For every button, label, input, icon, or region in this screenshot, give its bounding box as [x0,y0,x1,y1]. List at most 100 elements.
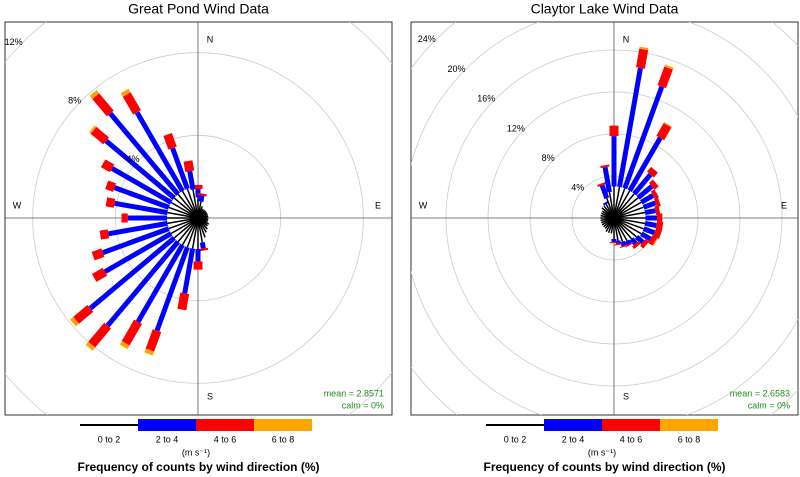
wind-segment [88,236,176,311]
wind-segment [181,190,199,219]
legend-swatch [196,419,254,431]
chart-title: Great Pond Wind Data [128,1,269,17]
wind-segment [177,193,199,219]
wind-segment [664,64,674,70]
wind-segment [144,348,155,356]
legend-label: 4 to 6 [214,434,237,444]
wind-segment [173,197,199,219]
r-tick-label: 8% [542,153,555,163]
legend-label: 2 to 4 [562,434,585,444]
r-tick-label: 4% [127,154,140,164]
wind-segment [632,172,653,196]
legend-title: Frequency of counts by wind direction (%… [483,460,725,474]
wind-segment [648,235,658,246]
r-tick-label: 12% [5,37,23,47]
r-tick-label: 16% [477,94,495,104]
wind-segment [101,226,170,255]
wind-segment [632,240,642,250]
wind-segment [182,248,196,294]
wind-segment [634,234,645,245]
plot-frame [410,21,799,416]
plot-area [5,22,392,415]
wind-segment [168,206,199,219]
legend-label: 6 to 8 [678,434,701,444]
wind-segment [167,217,199,225]
wind-segment [624,239,632,246]
legend-unit: (m s⁻¹) [182,447,210,457]
wind-segment [602,166,612,193]
legend-label: 4 to 6 [620,434,643,444]
legend-label: 0 to 2 [504,434,527,444]
wind-segment [181,217,199,246]
annotation: mean = 2.6583 [730,388,790,398]
wind-segment [636,184,654,200]
wind-segment [654,205,661,216]
wind-segment [199,241,206,249]
annotation: mean = 2.8571 [324,388,384,398]
wind-segment [103,231,173,274]
wind-segment [613,201,642,219]
grid-circle [411,22,798,415]
compass-label: N [623,34,630,44]
chart-title: Claytor Lake Wind Data [531,1,679,17]
wind-segment [163,132,177,150]
wind-segment [186,217,199,248]
wind-segment [640,238,650,249]
wind-segment [90,126,110,145]
r-tick-label: 8% [68,95,81,105]
wind-segment [653,197,661,208]
wind-segment [177,217,199,243]
wind-segment [663,122,672,128]
wind-segment [640,231,652,242]
wind-segment [88,322,112,348]
wind-segment [114,200,168,216]
legend-title: Frequency of counts by wind direction (%… [77,460,319,474]
plot-frame [4,21,393,416]
wind-segment [134,111,185,193]
wind-segment [597,181,607,187]
compass-label: N [207,34,214,44]
wind-segment [105,197,116,208]
wind-segment [613,217,628,242]
legend-swatch [80,424,138,426]
wind-segment [613,193,635,219]
wind-segment [89,125,97,134]
compass-label: E [375,200,381,210]
wind-segment [617,67,643,188]
wind-segment [642,226,656,236]
wind-segment [652,228,662,240]
legend-swatch [544,419,602,431]
wind-segment [70,316,79,327]
wind-segment [627,136,663,192]
wind-segment [613,211,646,219]
wind-segment [613,217,644,230]
wind-segment [154,246,190,332]
wind-segment [613,188,626,219]
annotation: calm = 0% [342,400,384,410]
wind-segment [613,217,638,238]
legend-label: 0 to 2 [98,434,121,444]
legend-swatch [138,419,196,431]
wind-segment [113,185,170,210]
wind-segment [108,220,168,237]
wind-segment [608,192,615,219]
r-tick-label: 12% [507,123,525,133]
wind-segment [135,243,185,324]
compass-label: W [419,200,428,210]
compass-label: E [781,200,787,210]
wind-segment [192,189,199,219]
legend-unit: (m s⁻¹) [588,447,616,457]
r-tick-label: 20% [447,64,465,74]
wind-segment [191,217,199,249]
legend-swatch [602,419,660,431]
wind-segment [655,221,664,232]
wind-segment [73,304,94,324]
wind-segment [636,48,649,69]
wind-segment [640,193,655,205]
wind-segment [170,217,199,235]
wind-segment [599,184,610,200]
wind-segment [642,200,657,210]
wind-segment [177,292,190,311]
wind-segment [613,217,642,235]
annotation: calm = 0% [748,400,790,410]
